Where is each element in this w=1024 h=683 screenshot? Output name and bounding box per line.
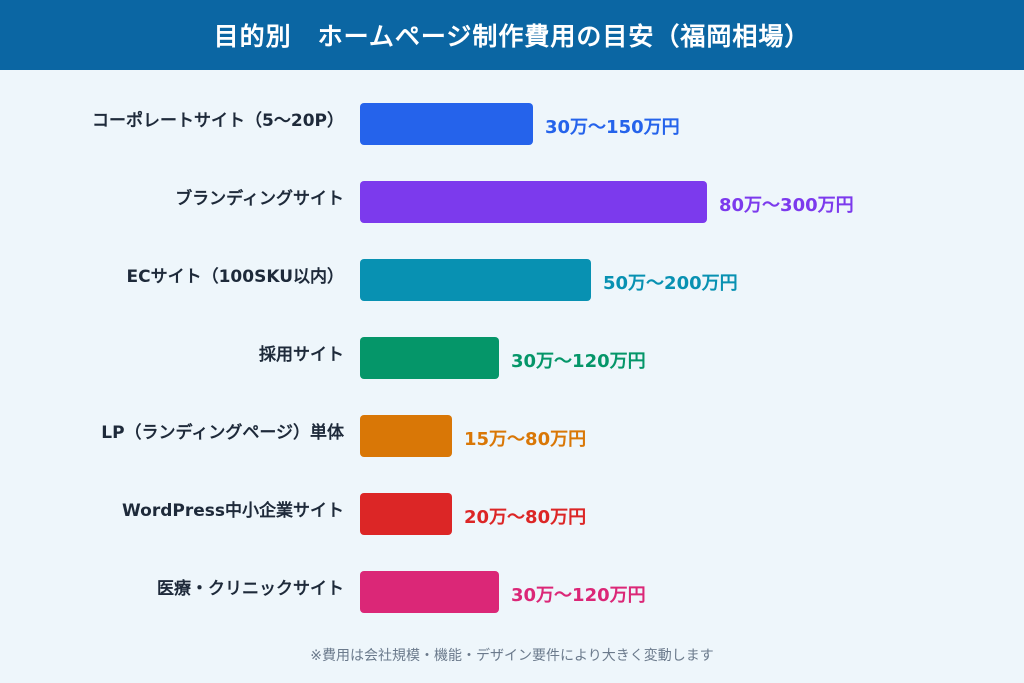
chart-title: 目的別 ホームページ制作費用の目安（福岡相場）: [213, 22, 811, 51]
category-label: コーポレートサイト（5〜20P）: [92, 110, 344, 131]
bar-row: 医療・クリニックサイト 30万〜120万円: [0, 571, 1024, 613]
category-label: 医療・クリニックサイト: [157, 578, 344, 599]
value-label: 80万〜300万円: [719, 195, 854, 216]
bar: [360, 337, 499, 379]
category-label: ブランディングサイト: [175, 188, 344, 209]
value-label: 20万〜80万円: [464, 507, 587, 528]
bar-row: 採用サイト 30万〜120万円: [0, 337, 1024, 379]
value-label: 30万〜120万円: [511, 351, 646, 372]
bar: [360, 493, 452, 535]
category-label: 採用サイト: [259, 344, 344, 365]
value-label: 15万〜80万円: [464, 429, 587, 450]
bar-row: LP（ランディングページ）単体 15万〜80万円: [0, 415, 1024, 457]
category-label: WordPress中小企業サイト: [122, 500, 344, 521]
bar-row: コーポレートサイト（5〜20P） 30万〜150万円: [0, 103, 1024, 145]
bar: [360, 103, 533, 145]
value-label: 50万〜200万円: [603, 273, 738, 294]
bar-chart: コーポレートサイト（5〜20P） 30万〜150万円ブランディングサイト 80万〜3…: [0, 70, 1024, 640]
category-label: ECサイト（100SKU以内）: [126, 266, 345, 287]
value-label: 30万〜120万円: [511, 585, 646, 606]
bar: [360, 571, 499, 613]
value-label: 30万〜150万円: [545, 117, 680, 138]
bar: [360, 259, 591, 301]
bar-row: ブランディングサイト 80万〜300万円: [0, 181, 1024, 223]
header-banner: 目的別 ホームページ制作費用の目安（福岡相場）: [0, 0, 1024, 70]
category-label: LP（ランディングページ）単体: [101, 422, 344, 443]
bar: [360, 415, 452, 457]
bar: [360, 181, 707, 223]
footnote: ※費用は会社規模・機能・デザイン要件により大きく変動します: [310, 648, 714, 664]
bar-row: WordPress中小企業サイト 20万〜80万円: [0, 493, 1024, 535]
bar-row: ECサイト（100SKU以内） 50万〜200万円: [0, 259, 1024, 301]
